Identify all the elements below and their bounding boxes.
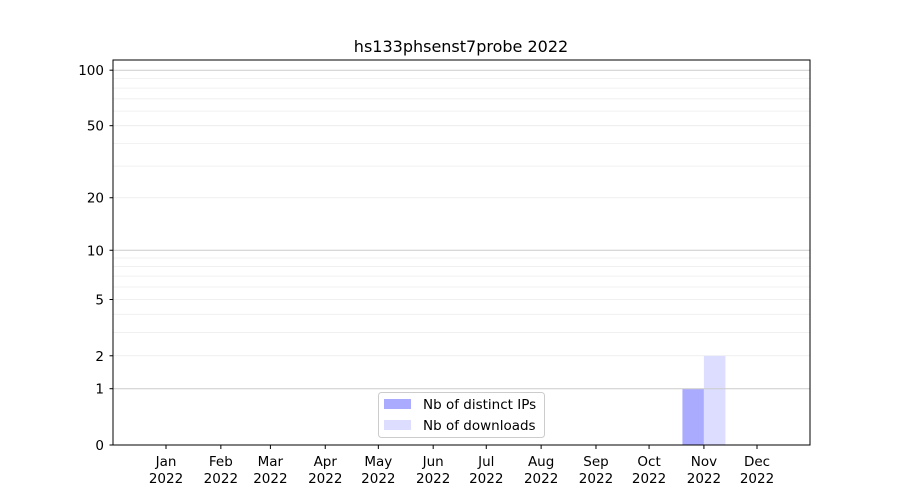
x-tick-month: Sep [583,454,608,470]
x-tick-month: Oct [637,454,660,470]
y-tick-label: 1 [95,382,104,398]
x-tick-year: 2022 [204,471,238,487]
grid [113,78,810,357]
x-tick-year: 2022 [687,471,721,487]
legend: Nb of distinct IPs Nb of downloads [378,392,545,438]
x-tick-month: Feb [209,454,233,470]
x-tick-month: Mar [258,454,284,470]
chart-title: hs133phsenst7probe 2022 [354,37,568,56]
legend-label-downloads: Nb of downloads [423,418,536,434]
bar-downloads [703,355,726,445]
x-tick-month: Jan [155,454,177,470]
x-tick-month: Aug [528,454,554,470]
x-axis: Jan2022Feb2022Mar2022Apr2022May2022Jun20… [149,445,774,487]
x-tick-year: 2022 [308,471,342,487]
bars [113,69,810,445]
x-tick-month: Jun [422,454,444,470]
x-tick-month: Nov [691,454,717,470]
x-tick-year: 2022 [632,471,666,487]
x-tick-year: 2022 [149,471,183,487]
y-tick-label: 20 [87,191,104,207]
y-tick-label: 100 [78,63,104,79]
bar-distinct-ips [682,388,704,445]
y-tick-label: 0 [95,438,104,454]
x-tick-month: Apr [314,454,338,470]
legend-swatch-ips [384,399,411,409]
legend-swatch-downloads [384,420,411,430]
x-tick-year: 2022 [524,471,558,487]
y-tick-label: 50 [87,119,104,135]
x-tick-year: 2022 [416,471,450,487]
x-tick-year: 2022 [253,471,287,487]
x-tick-year: 2022 [740,471,774,487]
x-tick-year: 2022 [361,471,395,487]
x-tick-month: Jul [477,454,494,470]
x-tick-year: 2022 [469,471,503,487]
x-tick-month: May [364,454,392,470]
y-tick-label: 10 [87,243,104,259]
legend-label-ips: Nb of distinct IPs [423,397,536,413]
y-axis: 0 1 2 5 10 20 50 100 [78,63,113,454]
x-tick-year: 2022 [579,471,613,487]
y-tick-label: 2 [95,349,104,365]
y-tick-label: 5 [95,292,104,308]
plot-frame [112,59,811,446]
x-tick-month: Dec [744,454,770,470]
legend-box [378,392,545,438]
